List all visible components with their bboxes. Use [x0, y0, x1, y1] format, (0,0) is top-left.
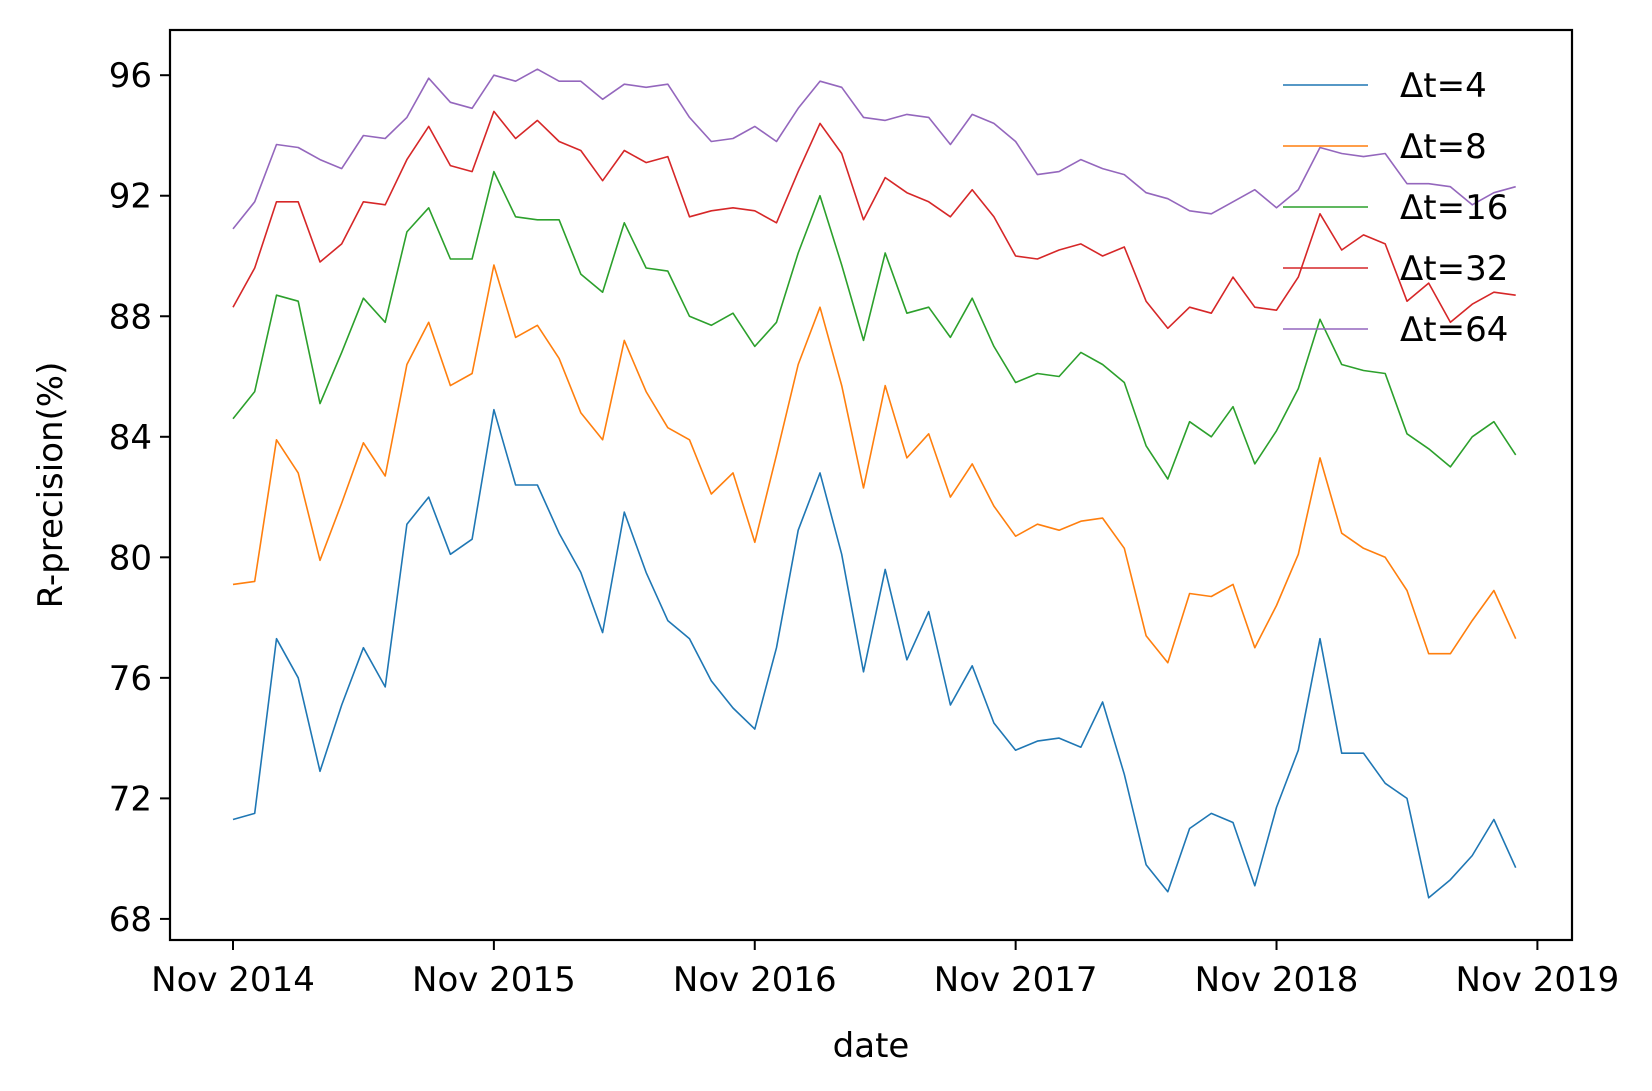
series-line-2 — [232, 170, 1517, 480]
x-axis: Nov 2014 Nov 2015 Nov 2016 Nov 2017 Nov 2018… — [151, 940, 1619, 1000]
y-tick-label: 68 — [109, 900, 152, 940]
series-line-0 — [232, 408, 1517, 899]
series-line-3 — [232, 110, 1516, 330]
y-tick-label: 72 — [109, 779, 152, 819]
y-tick-label: 84 — [109, 418, 152, 458]
x-tick-label: Nov 2017 — [934, 960, 1098, 1000]
series-line-4 — [232, 68, 1516, 230]
y-tick-label: 76 — [109, 659, 152, 699]
x-tick-label: Nov 2015 — [412, 960, 576, 1000]
legend-label-1: Δt=8 — [1400, 127, 1487, 167]
y-tick-label: 88 — [109, 297, 152, 337]
y-tick-label: 92 — [109, 177, 152, 217]
x-tick-label: Nov 2018 — [1195, 960, 1359, 1000]
series-line-1 — [232, 264, 1517, 664]
legend-label-4: Δt=64 — [1400, 310, 1508, 350]
x-axis-label: date — [833, 1026, 910, 1066]
y-tick-label: 96 — [109, 56, 152, 96]
y-axis: 68 72 76 80 84 88 92 96 — [109, 56, 170, 940]
legend-label-2: Δt=16 — [1400, 188, 1508, 228]
x-tick-label: Nov 2014 — [151, 960, 315, 1000]
legend: Δt=4 Δt=8 Δt=16 Δt=32 Δt=64 — [1283, 66, 1508, 350]
legend-label-0: Δt=4 — [1400, 66, 1487, 106]
plot-frame — [168, 28, 1574, 942]
y-tick-label: 80 — [109, 538, 152, 578]
y-axis-label: R-precision(%) — [31, 362, 71, 609]
x-tick-label: Nov 2019 — [1456, 960, 1620, 1000]
x-tick-label: Nov 2016 — [673, 960, 837, 1000]
legend-label-3: Δt=32 — [1400, 249, 1508, 289]
series-layer — [232, 68, 1517, 899]
